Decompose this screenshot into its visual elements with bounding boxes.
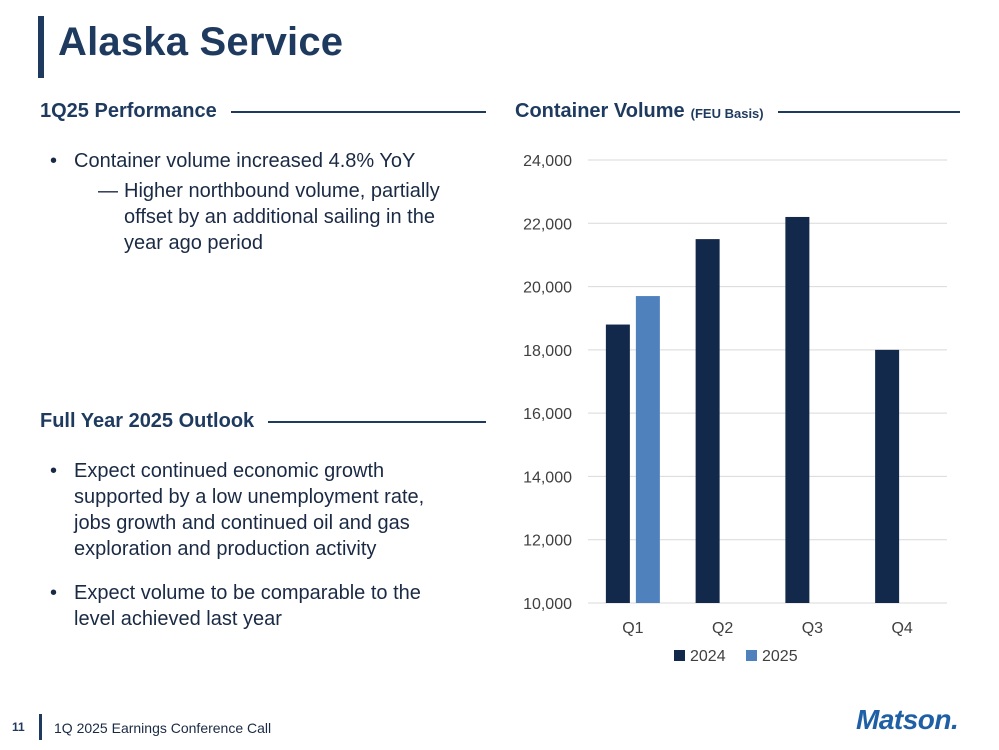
page-title: Alaska Service [58,20,344,64]
outlook-bullet: • Expect volume to be comparable to the … [40,580,450,632]
bar-2024-q2 [695,239,720,603]
y-tick-label: 18,000 [523,343,572,360]
title-accent-bar [38,16,44,78]
performance-bullets: • Container volume increased 4.8% YoY — … [40,148,480,256]
sub-bullet-dash: — [98,180,118,202]
legend-swatch-2025 [746,650,757,661]
y-tick-label: 16,000 [523,406,572,423]
chart-heading-row: Container Volume (FEU Basis) [515,100,960,123]
bar-2024-q1 [605,324,630,603]
performance-bullet: • Container volume increased 4.8% YoY [40,148,480,174]
bar-2025-q1 [635,296,660,603]
footer-text: 1Q 2025 Earnings Conference Call [54,720,272,736]
matson-logo: Matson. [856,704,959,735]
y-tick-label: 10,000 [523,596,572,613]
bullet-dot: • [50,460,58,482]
chart-heading: Container Volume [515,100,685,122]
x-tick-label: Q2 [712,620,733,637]
y-tick-label: 20,000 [523,280,572,297]
y-tick-label: 22,000 [523,216,572,233]
performance-subbullet-text: Higher northbound volume, partially offs… [124,180,440,254]
x-tick-label: Q4 [891,620,912,637]
performance-bullet-text: Container volume increased 4.8% YoY [74,150,416,172]
outlook-bullets: • Expect continued economic growth suppo… [40,458,450,644]
x-tick-label: Q1 [622,620,643,637]
outlook-bullet: • Expect continued economic growth suppo… [40,458,450,562]
bullet-dot: • [50,150,58,172]
y-tick-label: 24,000 [523,153,572,170]
bar-2024-q4 [875,349,900,603]
outlook-heading-row: Full Year 2025 Outlook [40,410,486,433]
outlook-bullet-text: Expect volume to be comparable to the le… [74,582,421,630]
footer-divider [39,714,42,740]
y-tick-label: 12,000 [523,533,572,550]
performance-heading-row: 1Q25 Performance [40,100,486,123]
performance-subbullet: — Higher northbound volume, partially of… [40,178,480,256]
x-tick-label: Q3 [802,620,823,637]
chart-heading-sub: (FEU Basis) [690,106,764,121]
outlook-heading: Full Year 2025 Outlook [40,410,255,432]
performance-heading: 1Q25 Performance [40,100,217,122]
chart-heading-rule [777,110,960,113]
container-volume-chart: 10,000 12,000 14,000 16,000 18,000 20,000 22,0… [523,153,947,665]
outlook-heading-rule [268,420,486,423]
y-tick-label: 14,000 [523,469,572,486]
legend-label-2025: 2025 [762,648,798,665]
bullet-dot: • [50,582,58,604]
outlook-bullet-text: Expect continued economic growth support… [74,460,425,560]
bar-2024-q3 [785,216,810,603]
page-number: 11 [12,720,25,734]
legend-label-2024: 2024 [690,648,726,665]
performance-heading-rule [230,110,486,113]
legend-swatch-2024 [674,650,685,661]
